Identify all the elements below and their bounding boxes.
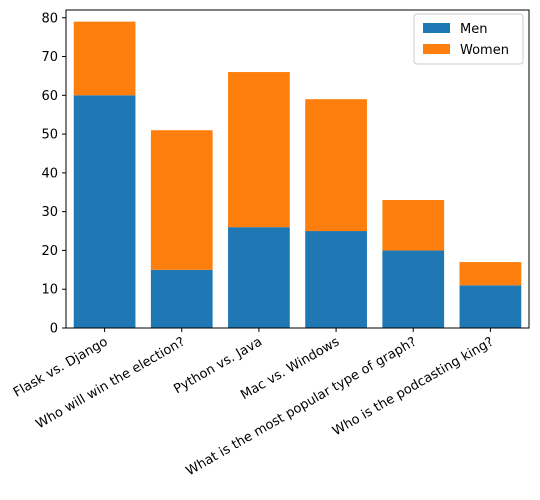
plot-frame <box>65 9 530 329</box>
bar-men-2 <box>228 227 290 328</box>
bar-women-3 <box>305 99 367 232</box>
y-tick-label: 40 <box>41 166 58 181</box>
legend: Men Women <box>413 13 524 65</box>
legend-swatch-men <box>423 23 450 33</box>
x-tick-label: Who will win the election? <box>34 334 188 432</box>
legend-label-women: Women <box>460 43 509 58</box>
legend-label-men: Men <box>460 22 487 37</box>
bar-women-1 <box>150 130 213 270</box>
y-tick-label: 70 <box>41 50 58 65</box>
y-tick-label: 0 <box>50 322 58 337</box>
bar-men-0 <box>73 95 136 328</box>
legend-swatch-women <box>423 44 450 54</box>
y-tick-label: 10 <box>41 283 58 298</box>
y-tick-label: 80 <box>41 11 58 26</box>
bar-men-3 <box>305 231 367 328</box>
bar-women-5 <box>459 262 522 286</box>
bar-men-4 <box>382 250 445 328</box>
bar-men-5 <box>459 285 522 328</box>
bars-group <box>73 21 522 328</box>
bar-women-2 <box>228 72 290 228</box>
y-tick-label: 20 <box>41 244 58 259</box>
y-tick-label: 50 <box>41 128 58 143</box>
y-tick-label: 30 <box>41 205 58 220</box>
y-tick-label: 60 <box>41 89 58 104</box>
bar-women-4 <box>382 200 445 251</box>
bar-women-0 <box>73 21 136 96</box>
bar-men-1 <box>150 269 213 328</box>
